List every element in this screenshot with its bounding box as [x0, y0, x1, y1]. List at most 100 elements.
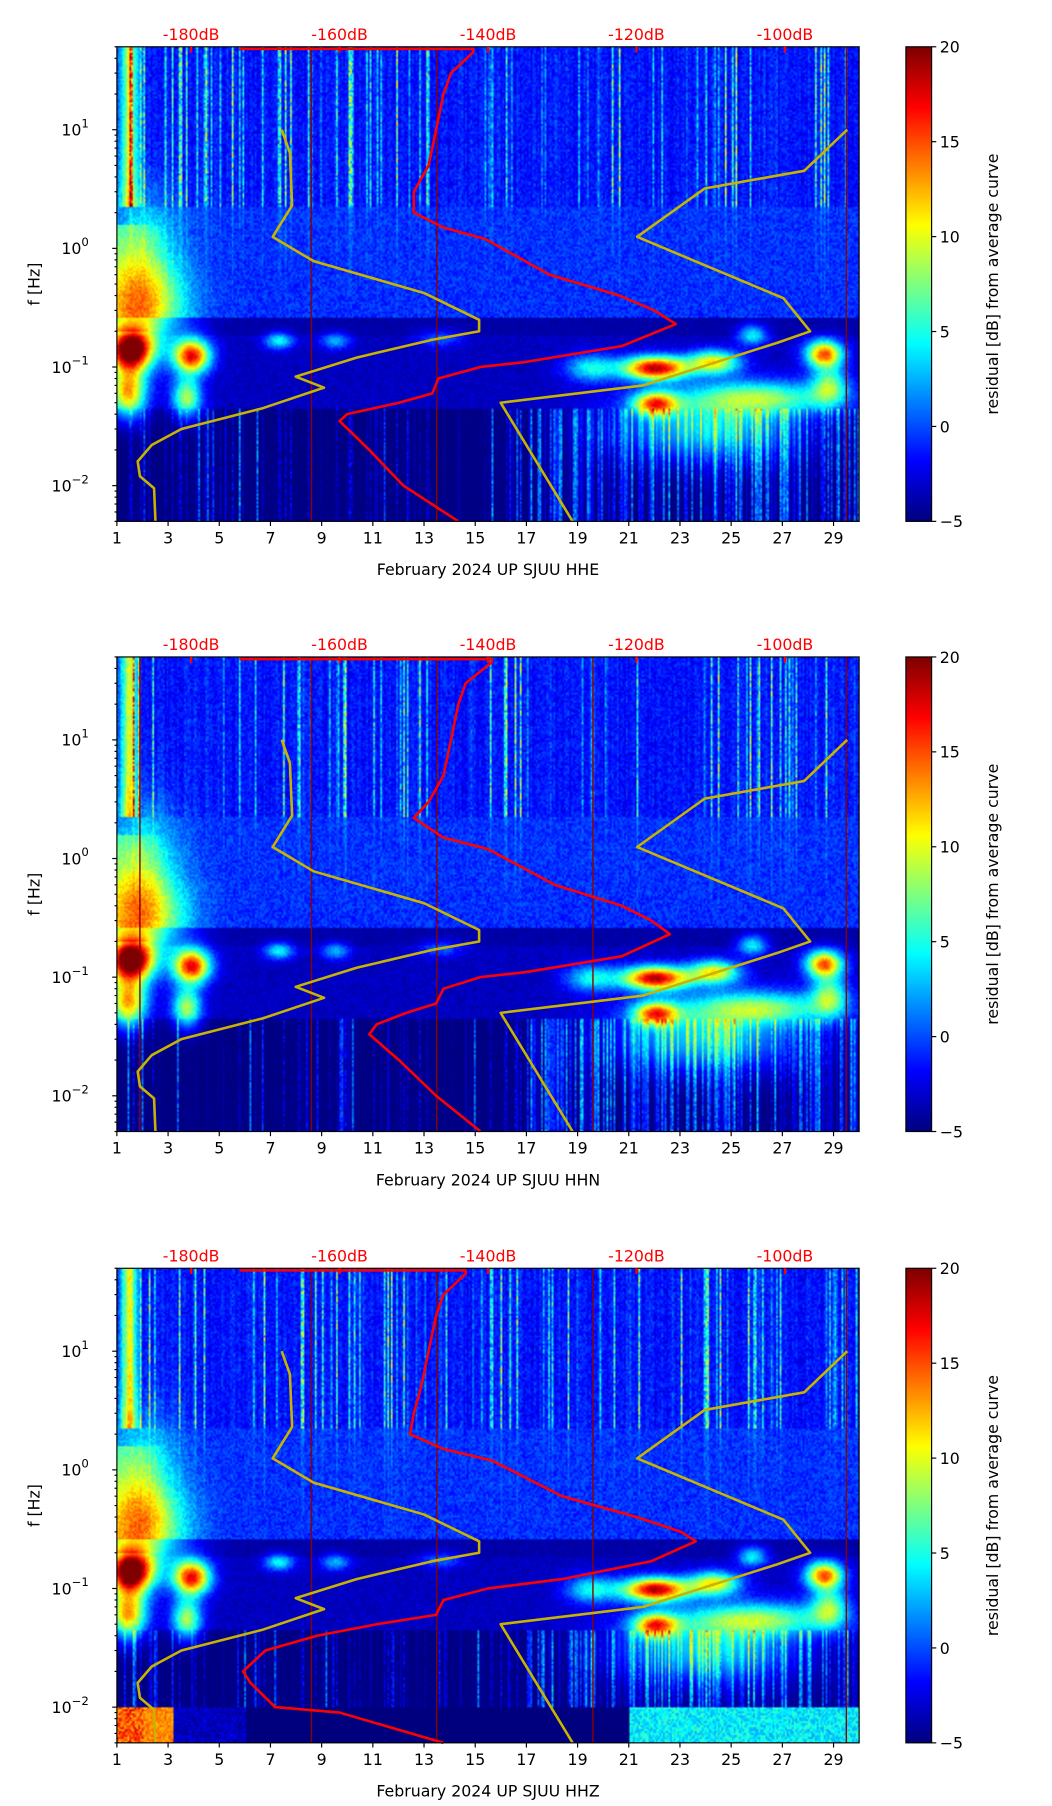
spectrogram-heatmap: [116, 46, 860, 522]
x-tick-label: 29: [824, 1750, 844, 1769]
x-tick-label: 3: [163, 1750, 173, 1769]
y-tick-base: 10: [61, 239, 81, 258]
y-tick-exponent: −2: [72, 472, 89, 486]
high-noise-model-curve: [499, 1350, 849, 1744]
colorbar-tick-label: 10: [940, 1449, 960, 1468]
y-tick-label: 10−1: [52, 964, 89, 987]
x-tick-label: 3: [163, 529, 173, 548]
x-tick-label: 5: [214, 1750, 224, 1769]
top-db-label: -180dB: [163, 1246, 220, 1265]
colorbar-tick-label: 5: [940, 933, 950, 952]
low-noise-model-curve: [136, 739, 481, 1132]
colorbar-gradient: [905, 656, 932, 1132]
x-tick-label: 21: [619, 1139, 639, 1158]
y-tick-exponent: −1: [72, 964, 89, 978]
y-tick-exponent: −1: [72, 1575, 89, 1589]
colorbar-tick-label: 20: [940, 648, 960, 667]
y-tick-label: 100: [61, 235, 88, 258]
x-tick-label: 23: [670, 529, 690, 548]
x-tick-label: 21: [619, 1750, 639, 1769]
x-axis-label: February 2024 UP SJUU HHN: [376, 1170, 600, 1189]
colorbar-tick-label: 20: [940, 38, 960, 57]
y-tick-label: 10−1: [52, 1575, 89, 1598]
top-db-label: -100dB: [757, 1246, 814, 1265]
x-tick-label: 13: [414, 1139, 434, 1158]
colorbar-tick-label: −5: [940, 512, 963, 531]
x-tick-label: 27: [772, 1139, 792, 1158]
x-tick-label: 3: [163, 1139, 173, 1158]
x-tick-label: 1: [112, 1750, 122, 1769]
y-tick-exponent: 0: [81, 235, 88, 249]
y-tick-base: 10: [52, 968, 72, 987]
top-db-label: -140dB: [460, 25, 517, 44]
x-tick-label: 5: [214, 529, 224, 548]
colorbar-tick-label: 5: [940, 322, 950, 341]
colorbar-gradient: [905, 46, 932, 522]
colorbar-label: residual [dB] from average curve: [983, 154, 1002, 415]
y-axis-label: f [Hz]: [25, 873, 44, 916]
y-tick-base: 10: [52, 1698, 72, 1717]
colorbar-gradient: [905, 1268, 932, 1743]
colorbar-tick-label: 0: [940, 417, 950, 436]
x-tick-label: 27: [772, 1750, 792, 1769]
y-tick-label: 100: [61, 1457, 88, 1480]
y-axis-label: f [Hz]: [25, 263, 44, 306]
colorbar-tick-label: −5: [940, 1734, 963, 1753]
spectrogram-heatmap: [116, 1268, 860, 1743]
colorbar-tick-label: 10: [940, 227, 960, 246]
colorbar-frame: [905, 46, 933, 522]
y-tick-base: 10: [61, 1461, 81, 1480]
x-tick-label: 17: [516, 1139, 536, 1158]
y-tick-exponent: 1: [81, 727, 88, 741]
y-tick-base: 10: [61, 731, 81, 750]
x-tick-label: 13: [414, 529, 434, 548]
colorbar-tick-label: 15: [940, 743, 960, 762]
top-db-label: -100dB: [757, 25, 814, 44]
x-tick-label: 25: [721, 1139, 741, 1158]
x-tick-label: 11: [363, 529, 383, 548]
y-tick-label: 100: [61, 845, 88, 868]
x-tick-label: 9: [317, 1139, 327, 1158]
top-db-label: -120dB: [608, 635, 665, 654]
y-tick-exponent: −2: [72, 1082, 89, 1096]
y-tick-base: 10: [52, 1087, 72, 1106]
high-noise-model-curve: [499, 128, 849, 523]
x-tick-label: 7: [265, 1750, 275, 1769]
colorbar-label: residual [dB] from average curve: [983, 764, 1002, 1025]
y-tick-base: 10: [52, 1579, 72, 1598]
x-axis-label: February 2024 UP SJUU HHZ: [376, 1782, 600, 1801]
x-tick-label: 11: [363, 1139, 383, 1158]
x-tick-label: 29: [824, 1139, 844, 1158]
x-tick-label: 21: [619, 529, 639, 548]
top-db-label: -120dB: [608, 25, 665, 44]
x-tick-label: 1: [112, 1139, 122, 1158]
y-tick-exponent: 0: [81, 845, 88, 859]
y-tick-label: 10−2: [52, 1694, 89, 1717]
x-tick-label: 9: [317, 529, 327, 548]
y-tick-label: 10−2: [52, 472, 89, 495]
x-tick-label: 5: [214, 1139, 224, 1158]
x-tick-label: 25: [721, 1750, 741, 1769]
x-tick-label: 17: [516, 1750, 536, 1769]
y-axis-label: f [Hz]: [25, 1484, 44, 1527]
y-tick-exponent: −1: [72, 354, 89, 368]
colorbar-tick-label: 0: [940, 1639, 950, 1658]
top-db-label: -140dB: [460, 1246, 517, 1265]
y-tick-base: 10: [61, 1342, 81, 1361]
x-tick-label: 19: [568, 1139, 588, 1158]
y-tick-label: 101: [61, 1338, 88, 1361]
colorbar-label: residual [dB] from average curve: [983, 1375, 1002, 1636]
y-tick-base: 10: [52, 476, 72, 495]
colorbar-tick-label: 15: [940, 133, 960, 152]
x-tick-label: 1: [112, 529, 122, 548]
top-db-label: -180dB: [163, 635, 220, 654]
x-tick-label: 15: [465, 1750, 485, 1769]
y-tick-exponent: 1: [81, 116, 88, 130]
x-tick-label: 15: [465, 1139, 485, 1158]
colorbar-frame: [905, 1267, 933, 1744]
x-tick-label: 11: [363, 1750, 383, 1769]
high-noise-model-curve: [499, 738, 849, 1133]
y-tick-label: 10−2: [52, 1082, 89, 1105]
